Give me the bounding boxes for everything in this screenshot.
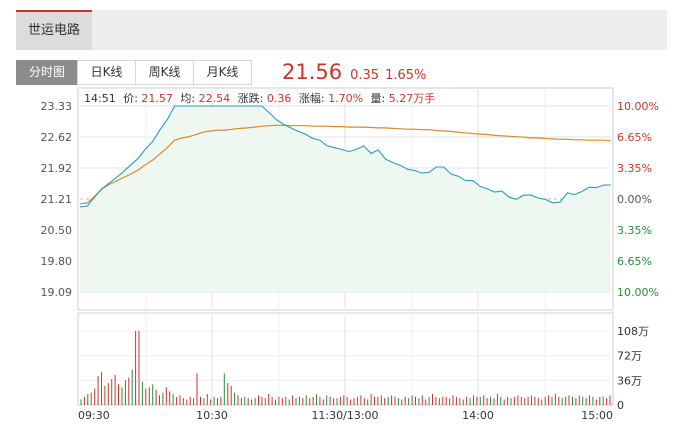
x-tick-label: 10:30 — [196, 409, 228, 422]
info-volume: 5.27万手 — [389, 91, 436, 105]
info-pct: 1.70% — [328, 92, 363, 105]
quote-change-pct: 1.65% — [385, 68, 427, 83]
plot-area — [79, 105, 612, 292]
info-pct-label: 涨幅: — [299, 92, 325, 105]
y-tick-right: 6.65% — [617, 255, 652, 268]
stock-header-bar — [16, 10, 667, 50]
info-volume-label: 量: — [371, 92, 386, 105]
price-area-fill — [80, 106, 611, 292]
info-avg: 22.54 — [199, 92, 231, 105]
y-tick-left: 22.62 — [41, 131, 73, 144]
x-axis: 09:30 10:30 11:30/13:00 14:00 15:00 — [78, 409, 613, 422]
info-price: 21.57 — [141, 92, 173, 105]
series-price-line — [79, 105, 611, 208]
info-avg-label: 均: — [180, 92, 195, 105]
volume-tick: 36万 — [617, 374, 642, 387]
y-axis-right-pct: 10.00% 6.65% 3.35% 0.00% 3.35% 6.65% 10.00% — [617, 100, 659, 299]
info-price-label: 价: — [123, 92, 138, 105]
tab-weekly-k[interactable]: 周K线 — [135, 60, 194, 85]
volume-tick: 72万 — [617, 350, 642, 363]
info-time: 14:51 — [84, 92, 116, 105]
y-axis-left: 23.33 22.62 21.92 21.21 20.50 19.80 19.09 — [41, 100, 73, 299]
series-avg-line — [79, 124, 612, 205]
y-tick-right: 3.35% — [617, 162, 652, 175]
quote-price: 21.56 — [282, 60, 343, 84]
volume-tick: 108万 — [617, 325, 649, 338]
y-tick-right: 3.35% — [617, 224, 652, 237]
x-tick-label: 14:00 — [462, 409, 494, 422]
volume-bars — [80, 331, 611, 405]
x-tick-label: 15:00 — [581, 409, 613, 422]
tab-monthly-k[interactable]: 月K线 — [193, 60, 252, 85]
y-tick-left: 19.09 — [41, 286, 73, 299]
x-tick-label: 11:30/13:00 — [311, 409, 378, 422]
info-change-label: 涨跌: — [238, 91, 264, 105]
y-tick-left: 21.21 — [41, 193, 73, 206]
y-tick-left: 23.33 — [41, 100, 73, 113]
y-tick-right: 10.00% — [617, 286, 659, 299]
info-change: 0.36 — [267, 92, 292, 105]
volume-tick: 0 — [617, 399, 624, 412]
y-tick-right: 10.00% — [617, 100, 659, 113]
volume-axis: 108万 72万 36万 0 — [617, 325, 649, 412]
y-tick-right: 0.00% — [617, 193, 652, 206]
quote-summary: 21.56 0.35 1.65% — [282, 60, 432, 88]
y-tick-left: 21.92 — [41, 162, 73, 175]
y-tick-right: 6.65% — [617, 131, 652, 144]
period-tabs: 分时图 日K线 周K线 月K线 — [16, 60, 252, 85]
x-tick-label: 09:30 — [78, 409, 110, 422]
y-tick-left: 20.50 — [41, 224, 73, 237]
quote-change: 0.35 — [350, 68, 380, 83]
info-bar: 14:51 价: 21.57 均: 22.54 涨跌: 0.36 涨幅: 1.7… — [84, 91, 435, 105]
stock-name-tab[interactable]: 世运电路 — [16, 10, 92, 50]
tab-intraday[interactable]: 分时图 — [16, 60, 78, 85]
y-tick-left: 19.80 — [41, 255, 73, 268]
